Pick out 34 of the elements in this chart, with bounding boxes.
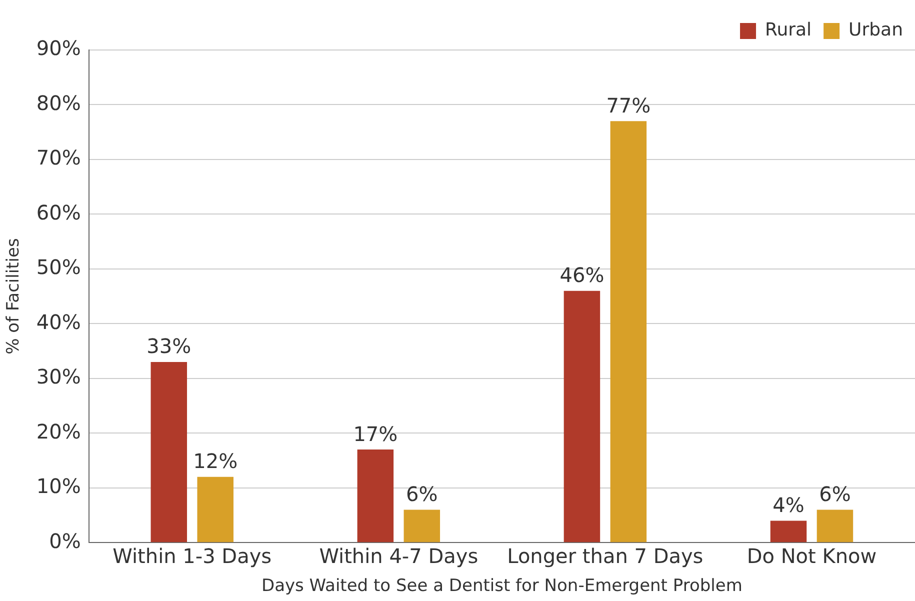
bar xyxy=(610,121,647,542)
y-tick-label: 0% xyxy=(49,528,81,553)
bar xyxy=(197,476,234,542)
y-tick-label: 80% xyxy=(36,90,81,115)
y-tick-label: 40% xyxy=(36,310,81,334)
bar xyxy=(816,510,854,542)
bar xyxy=(770,520,807,542)
data-label: 6% xyxy=(406,482,438,506)
bar xyxy=(150,362,188,542)
x-tick-label: Do Not Know xyxy=(746,544,877,568)
legend-label: Urban xyxy=(848,20,904,41)
y-tick-label: 70% xyxy=(36,146,81,170)
data-label: 46% xyxy=(560,263,604,288)
bar xyxy=(404,510,440,542)
data-label: 77% xyxy=(606,93,651,118)
data-label: 17% xyxy=(353,422,398,446)
y-tick-label: 20% xyxy=(36,419,81,444)
y-tick-label: 30% xyxy=(36,364,81,389)
y-tick-label: 50% xyxy=(36,255,81,280)
x-axis-title: Days Waited to See a Dentist for Non-Emergent Problem xyxy=(261,576,742,596)
data-label: 4% xyxy=(772,492,804,517)
bar xyxy=(357,450,394,542)
y-tick-label: 90% xyxy=(36,36,81,60)
data-label: 12% xyxy=(193,449,238,474)
x-tick-label: Within 1-3 Days xyxy=(112,544,272,568)
data-label: 6% xyxy=(819,482,851,506)
bar xyxy=(564,290,600,542)
legend-label: Rural xyxy=(765,20,812,41)
x-tick-label: Within 4-7 Days xyxy=(319,544,478,568)
y-tick-label: 10% xyxy=(36,474,81,498)
y-axis-title: % of Facilities xyxy=(4,238,24,354)
x-tick-label: Longer than 7 Days xyxy=(507,544,704,568)
data-label: 33% xyxy=(146,334,192,358)
y-tick-label: 60% xyxy=(36,200,81,224)
